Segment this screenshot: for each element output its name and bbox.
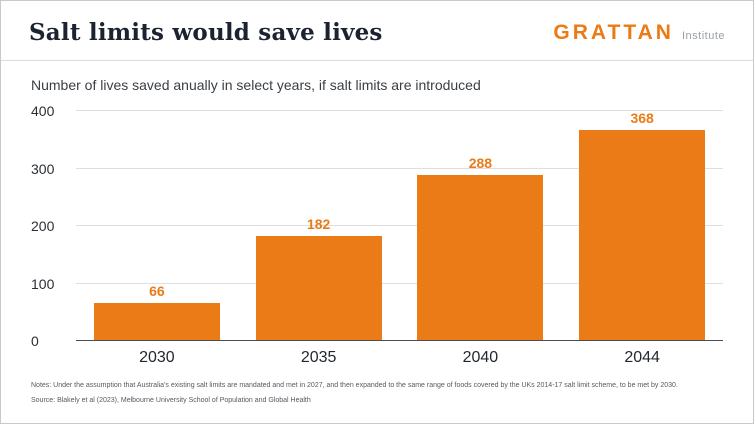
chart-subtitle: Number of lives saved anually in select … (31, 77, 481, 93)
bar-value-label: 182 (306, 216, 331, 233)
bar-chart: 0 100 200 300 400 66 182 288 368 2030 2035 2040 20… (31, 104, 723, 367)
y-tick-label: 0 (31, 333, 39, 349)
footnotes: Notes: Under the assumption that Austral… (31, 381, 723, 406)
bar-value-label: 288 (468, 155, 493, 172)
bar (417, 175, 544, 341)
y-tick-label: 100 (31, 275, 55, 292)
gridline (76, 167, 723, 169)
y-tick-label: 200 (31, 218, 55, 234)
bar (93, 303, 220, 341)
bar-group: 368 (561, 111, 723, 341)
bar-value-label: 368 (630, 110, 654, 126)
bar-group: 182 (238, 111, 400, 341)
notes-line: Notes: Under the assumption that Austral… (31, 382, 678, 389)
x-axis-labels: 2030 2035 2040 2044 (76, 341, 723, 367)
x-axis-line (76, 340, 723, 341)
source-line: Source: Blakely et al (2023), Melbourne … (31, 396, 311, 404)
gridline (76, 110, 723, 111)
x-tick-label: 2044 (624, 349, 660, 366)
x-tick-label: 2040 (462, 349, 499, 366)
x-tick-label: 2030 (139, 349, 175, 366)
y-tick-label: 400 (31, 103, 55, 119)
bar-group: 66 (76, 111, 238, 341)
plot-area: 66 182 288 368 (76, 110, 723, 341)
gridline (76, 225, 723, 226)
logo-subtext: Institute (681, 30, 725, 42)
grattan-logo: GRATTAN Institute (553, 21, 725, 45)
bar (579, 130, 706, 341)
y-axis: 0 100 200 300 400 (31, 104, 76, 348)
y-tick-label: 300 (31, 160, 55, 177)
logo-wordmark: GRATTAN (553, 21, 674, 44)
plot-row: 0 100 200 300 400 66 182 288 368 (31, 104, 723, 348)
gridline (76, 282, 723, 284)
bar-value-label: 66 (149, 283, 165, 300)
bars: 66 182 288 368 (76, 111, 723, 341)
bar-group: 288 (400, 111, 562, 341)
header-divider (1, 60, 753, 61)
header: Salt limits would save lives GRATTAN Ins… (1, 1, 753, 46)
x-tick-label: 2035 (300, 349, 337, 366)
page-title: Salt limits would save lives (29, 19, 383, 46)
bar (255, 236, 382, 341)
